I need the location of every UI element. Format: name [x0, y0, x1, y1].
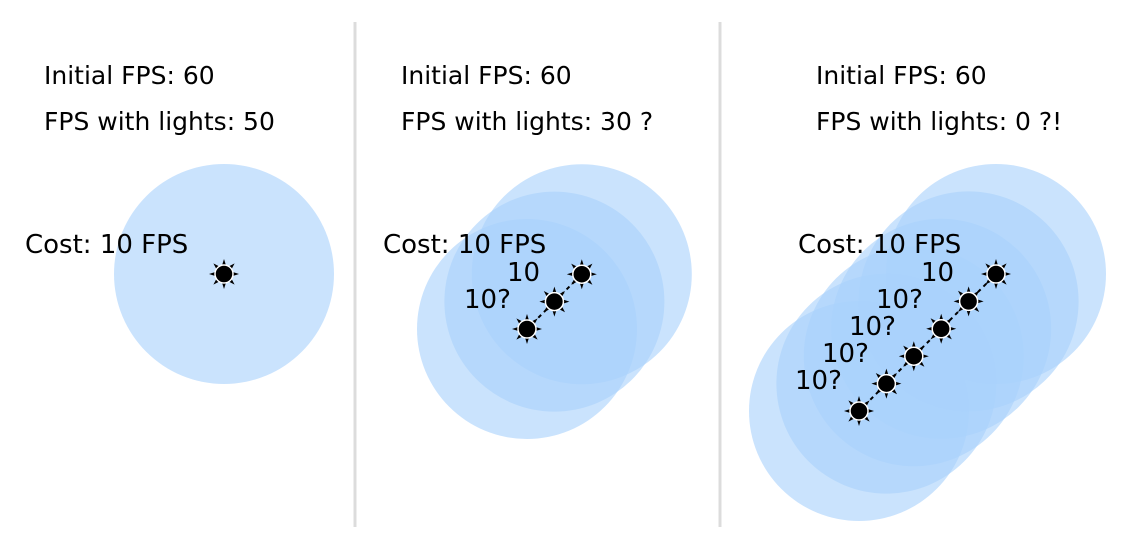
panel-2-fps-with-lights: FPS with lights: 30 ?: [401, 107, 653, 136]
panel-1-suns: [209, 259, 239, 289]
panel-1: Initial FPS: 60 FPS with lights: 50 Cost…: [25, 61, 334, 384]
panel-2-light-label: 10?: [464, 285, 511, 315]
sun-ray: [552, 286, 557, 293]
panel-2-cost-label: Cost: 10 FPS: [383, 230, 546, 260]
panel-3: Initial FPS: 60 FPS with lights: 0 ?! Co…: [749, 61, 1106, 521]
sun-ray: [949, 326, 957, 331]
sun-ray: [884, 368, 889, 375]
panel-3-light-label: 10?: [849, 312, 896, 342]
sun-ray: [994, 259, 998, 266]
sun-ray: [926, 326, 933, 331]
sun-ray: [911, 341, 916, 348]
sun-ray: [911, 364, 916, 372]
sun-ray: [922, 354, 929, 359]
sun-ray: [898, 354, 906, 359]
panel-1-fps-with-lights: FPS with lights: 50: [44, 107, 275, 136]
sun-ray: [222, 282, 226, 289]
sun-ray: [977, 299, 984, 304]
sun-ray: [535, 327, 542, 331]
sun-ray: [590, 272, 597, 277]
sun-ray: [579, 259, 584, 266]
panel-3-fps-with-lights: FPS with lights: 0 ?!: [816, 107, 1062, 136]
sun-ray: [953, 299, 960, 304]
sun-ray: [857, 396, 861, 403]
sun-core: [876, 373, 897, 394]
sun-icon: [953, 286, 984, 317]
sun-icon: [512, 314, 542, 344]
panel-3-suns: [844, 259, 1011, 426]
sun-core: [544, 291, 565, 312]
sun-core: [986, 264, 1006, 284]
panel-1-cost-label: Cost: 10 FPS: [25, 230, 188, 260]
sun-ray: [844, 409, 851, 413]
sun-ray: [939, 337, 944, 344]
sun-ray: [552, 310, 557, 317]
panel-3-light-label: 10?: [822, 339, 869, 369]
sun-ray: [884, 392, 889, 399]
sun-ray: [209, 272, 216, 276]
panel-2-suns: [512, 259, 597, 344]
sun-ray: [871, 381, 878, 386]
sun-ray: [525, 337, 529, 344]
sun-icon: [898, 341, 929, 372]
sun-ray: [867, 409, 874, 413]
sun-ray: [939, 313, 944, 321]
panel-2: Initial FPS: 60 FPS with lights: 30 ? Co…: [383, 61, 692, 439]
sun-core: [517, 319, 537, 339]
sun-icon: [844, 396, 874, 426]
sun-icon: [209, 259, 239, 289]
sun-ray: [539, 299, 546, 304]
sun-core: [572, 264, 592, 284]
sun-ray: [895, 381, 902, 386]
sun-core: [849, 401, 869, 421]
panel-3-initial-fps: Initial FPS: 60: [816, 61, 987, 90]
sun-ray: [512, 327, 519, 331]
sun-core: [958, 291, 979, 312]
sun-ray: [232, 272, 239, 276]
sun-ray: [966, 286, 971, 293]
sun-ray: [579, 282, 584, 290]
sun-ray: [525, 314, 529, 321]
sun-ray: [966, 310, 971, 317]
sun-ray: [981, 272, 988, 276]
sun-ray: [566, 272, 574, 277]
sun-ray: [222, 259, 226, 266]
panel-3-light-label: 10: [921, 258, 954, 288]
panel-2-light-label: 10: [507, 258, 540, 288]
sun-core: [904, 346, 924, 366]
panel-2-initial-fps: Initial FPS: 60: [401, 61, 572, 90]
sun-icon: [539, 286, 570, 317]
sun-ray: [1004, 272, 1011, 276]
sun-icon: [981, 259, 1011, 289]
panel-3-light-label: 10?: [795, 366, 842, 396]
panel-3-cost-label: Cost: 10 FPS: [798, 230, 961, 260]
sun-icon: [566, 259, 597, 290]
sun-icon: [926, 313, 957, 344]
panel-3-light-label: 10?: [876, 285, 923, 315]
sun-ray: [994, 282, 998, 289]
panel-1-initial-fps: Initial FPS: 60: [44, 61, 215, 90]
sun-core: [214, 264, 234, 284]
sun-ray: [857, 419, 861, 426]
sun-ray: [563, 299, 570, 304]
sun-core: [931, 319, 951, 339]
sun-icon: [871, 368, 902, 399]
